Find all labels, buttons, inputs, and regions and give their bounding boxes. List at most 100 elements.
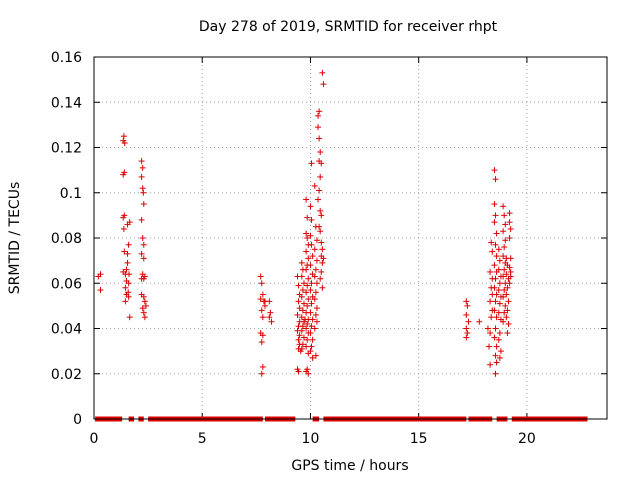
- data-point: [491, 167, 498, 174]
- data-point: [121, 212, 128, 219]
- data-point: [319, 246, 326, 253]
- data-point: [138, 216, 145, 223]
- data-points: [95, 69, 514, 377]
- y-tick-label: 0.16: [51, 50, 82, 66]
- data-point: [493, 253, 500, 260]
- data-point: [138, 250, 145, 257]
- data-point: [311, 273, 318, 280]
- data-point: [476, 318, 483, 325]
- data-point: [316, 135, 323, 142]
- x-axis-ticks: 0 5 10 15 20: [90, 57, 536, 447]
- data-point: [313, 318, 320, 325]
- grid-lines: [94, 57, 607, 419]
- y-axis-label: SRMTID / TECUs: [7, 182, 23, 295]
- data-point: [97, 271, 104, 278]
- data-point: [124, 250, 131, 257]
- data-point: [493, 343, 500, 350]
- data-point: [309, 336, 316, 343]
- data-point: [300, 280, 307, 287]
- data-point: [257, 273, 264, 280]
- data-point: [259, 363, 266, 370]
- data-point: [304, 302, 311, 309]
- data-point: [464, 302, 471, 309]
- data-point: [492, 275, 499, 282]
- data-point: [295, 282, 302, 289]
- y-tick-label: 0.06: [51, 276, 82, 292]
- data-point: [304, 214, 311, 221]
- data-point: [307, 232, 314, 239]
- data-point: [313, 305, 320, 312]
- data-point: [318, 212, 325, 219]
- data-point: [298, 273, 305, 280]
- data-point: [295, 368, 302, 375]
- data-point: [267, 309, 274, 316]
- data-point: [491, 307, 498, 314]
- x-tick-label: 5: [198, 431, 207, 447]
- data-point: [258, 370, 265, 377]
- data-point: [122, 298, 129, 305]
- data-point: [503, 271, 510, 278]
- data-point: [259, 291, 266, 298]
- data-point: [307, 262, 314, 269]
- data-point: [504, 284, 511, 291]
- data-point: [505, 320, 512, 327]
- data-point: [493, 359, 500, 366]
- data-point: [141, 298, 148, 305]
- data-point: [316, 187, 323, 194]
- data-point: [305, 370, 312, 377]
- data-point: [317, 173, 324, 180]
- data-point: [492, 298, 499, 305]
- data-point: [500, 228, 507, 235]
- data-point: [299, 341, 306, 348]
- data-point: [308, 323, 315, 330]
- data-point: [503, 291, 510, 298]
- data-point: [139, 164, 146, 171]
- data-point: [120, 133, 127, 140]
- data-point: [138, 173, 145, 180]
- data-point: [487, 330, 494, 337]
- data-point: [489, 248, 496, 255]
- data-point: [496, 354, 503, 361]
- data-point: [502, 302, 509, 309]
- y-tick-label: 0.02: [51, 367, 82, 383]
- data-point: [316, 223, 323, 230]
- data-point: [487, 268, 494, 275]
- data-point: [294, 311, 301, 318]
- data-point: [312, 266, 319, 273]
- data-point: [120, 225, 127, 232]
- data-point: [507, 255, 514, 262]
- data-point: [303, 289, 310, 296]
- y-tick-label: 0.08: [51, 231, 82, 247]
- data-point: [308, 343, 315, 350]
- data-point: [140, 255, 147, 262]
- data-point: [142, 302, 149, 309]
- data-point: [492, 241, 499, 248]
- data-point: [464, 330, 471, 337]
- data-point: [501, 309, 508, 316]
- data-point: [300, 300, 307, 307]
- data-point: [296, 305, 303, 312]
- data-point: [258, 307, 265, 314]
- data-point: [305, 275, 312, 282]
- y-axis-ticks: 0 0.02 0.04 0.06 0.08 0.1 0.12 0.14 0.16: [51, 50, 607, 428]
- data-point: [491, 201, 498, 208]
- plot-frame: [93, 56, 608, 420]
- data-point: [312, 289, 319, 296]
- data-point: [317, 149, 324, 156]
- data-point: [305, 255, 312, 262]
- data-point: [500, 293, 507, 300]
- data-point: [307, 309, 314, 316]
- data-point: [121, 139, 128, 146]
- data-point: [496, 330, 503, 337]
- data-point: [501, 244, 508, 251]
- data-point: [298, 259, 305, 266]
- data-point: [493, 291, 500, 298]
- data-point: [500, 273, 507, 280]
- data-point: [309, 316, 316, 323]
- data-point: [316, 108, 323, 115]
- data-point: [319, 259, 326, 266]
- data-point: [138, 158, 145, 165]
- data-point: [491, 262, 498, 269]
- data-point: [315, 112, 322, 119]
